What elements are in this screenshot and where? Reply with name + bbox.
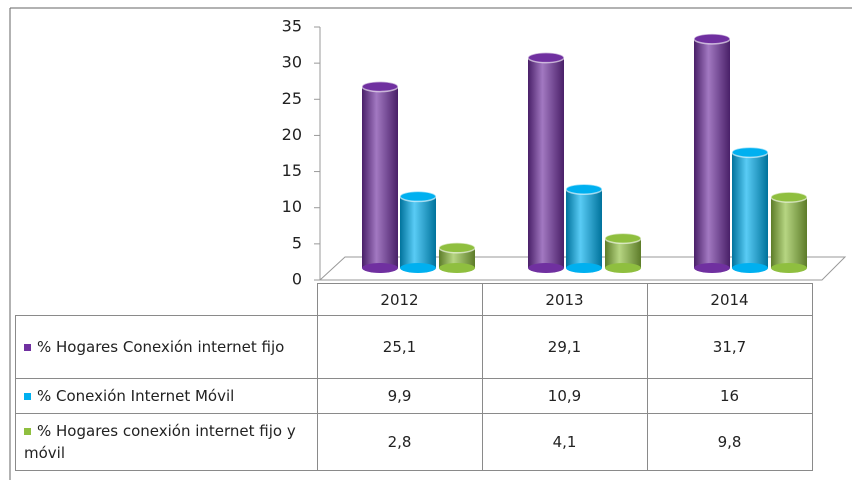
table-row: % Conexión Internet Móvil 9,9 10,9 16 — [15, 378, 813, 414]
corner — [15, 283, 318, 316]
bar-top — [527, 51, 565, 64]
column-header: 2013 — [481, 283, 648, 316]
y-tick-label: 10 — [282, 197, 302, 216]
value-label: 9,8 — [646, 413, 813, 471]
bar-shade — [694, 38, 730, 269]
bar-top — [361, 80, 399, 93]
legend-label: % Hogares conexión internet fijo y móvil — [24, 422, 296, 462]
bar-bottom — [694, 263, 730, 273]
y-tick-label: 0 — [292, 270, 302, 289]
y-tick-label: 30 — [282, 53, 302, 72]
value-label: 25,1 — [316, 315, 483, 379]
bar-bottom — [439, 263, 475, 273]
column-header: 2012 — [316, 283, 483, 316]
legend-cell: % Hogares conexión internet fijo y móvil — [15, 413, 318, 471]
legend-label: % Hogares Conexión internet fijo — [37, 338, 285, 356]
bar-bottom — [732, 263, 768, 273]
value-label: 2,8 — [316, 413, 483, 471]
table-row: % Hogares Conexión internet fijo 25,1 29,1… — [15, 315, 813, 379]
y-tick-label: 5 — [292, 233, 302, 252]
bar-bottom — [605, 263, 641, 273]
value-label: 10,9 — [481, 378, 648, 414]
bar-shade — [771, 197, 807, 268]
y-tick-label: 25 — [282, 89, 302, 108]
bar-shade — [400, 196, 436, 268]
y-tick-label: 15 — [282, 161, 302, 180]
bar-bottom — [400, 263, 436, 273]
legend-cell: % Conexión Internet Móvil — [15, 378, 318, 414]
column-header: 2014 — [646, 283, 813, 316]
bar-top — [604, 232, 642, 245]
bar-shade — [566, 189, 602, 268]
bar — [361, 80, 399, 273]
value-label: 9,9 — [316, 378, 483, 414]
value-label: 29,1 — [481, 315, 648, 379]
bar-top — [399, 190, 437, 203]
bar-top — [565, 183, 603, 195]
bar — [731, 146, 769, 273]
bar-shade — [362, 86, 398, 268]
bar-bottom — [771, 263, 807, 273]
legend-label: % Conexión Internet Móvil — [37, 387, 235, 405]
legend-cell: % Hogares Conexión internet fijo — [15, 315, 318, 379]
bar-bottom — [528, 263, 564, 273]
bar — [399, 190, 437, 273]
data-table: 2012 2013 2014 % Hogares Conexión internet… — [15, 283, 813, 471]
bar — [693, 33, 731, 273]
bar-bottom — [362, 263, 398, 273]
bar — [770, 191, 808, 273]
bar — [438, 242, 476, 273]
legend-swatch — [24, 428, 31, 435]
value-label: 16 — [646, 378, 813, 414]
bar-top — [693, 33, 731, 45]
y-tick-label: 20 — [282, 125, 302, 144]
bar-shade — [528, 57, 564, 268]
bar — [565, 183, 603, 273]
bar-shade — [732, 152, 768, 268]
table-row: % Hogares conexión internet fijo y móvil… — [15, 413, 813, 471]
legend-swatch — [24, 393, 31, 400]
value-label: 31,7 — [646, 315, 813, 379]
bar — [527, 51, 565, 273]
bar-top — [438, 242, 476, 254]
bar-top — [731, 146, 769, 159]
legend-swatch — [24, 344, 31, 351]
y-tick-label: 35 — [282, 17, 302, 36]
bar-top — [770, 191, 808, 203]
bar-bottom — [566, 263, 602, 273]
value-label: 4,1 — [481, 413, 648, 471]
bar — [604, 232, 642, 273]
